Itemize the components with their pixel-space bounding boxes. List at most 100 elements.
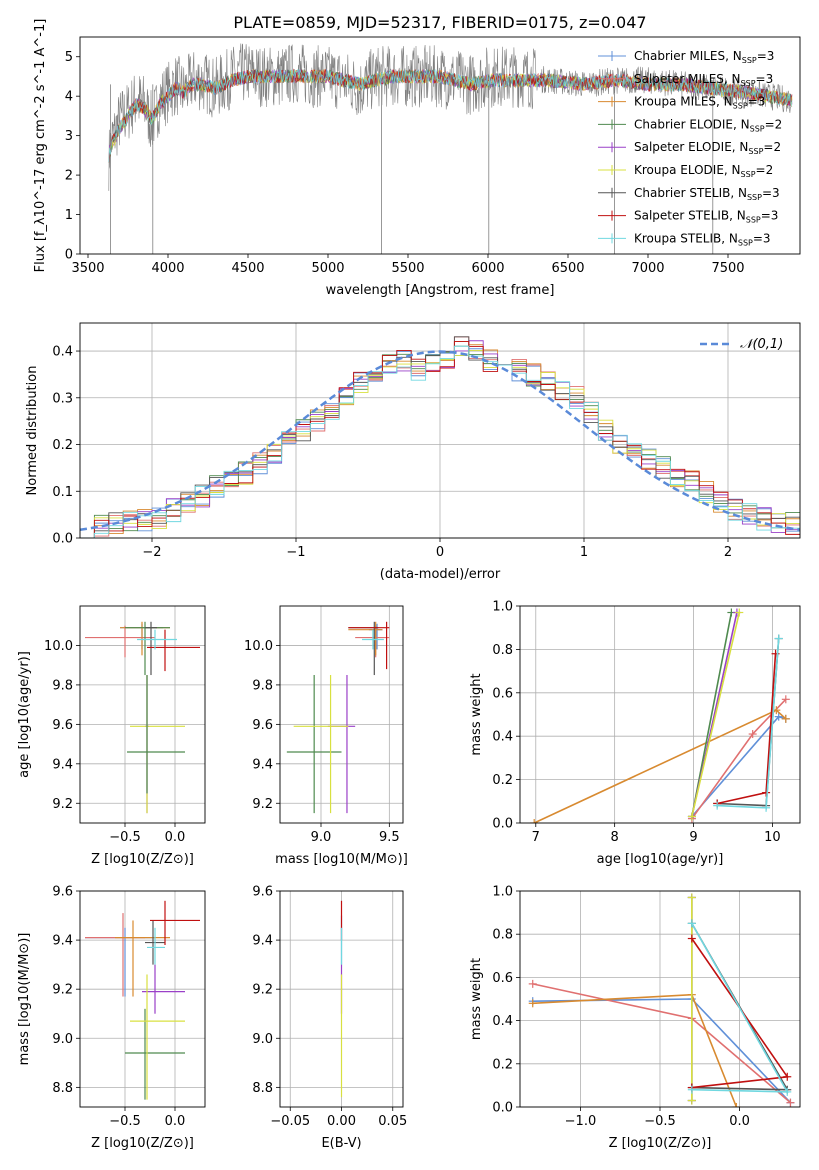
x-axis-label: mass [log10(M/M⊙)] — [275, 852, 408, 867]
axes-frame — [79, 36, 801, 255]
y-tick-label: 3 — [65, 129, 73, 144]
x-tick-label: 8 — [611, 830, 619, 845]
mass_vs_Z-panel: −0.5 0.0 8.8 9.0 9.2 9.4 9.6 Z [log10(Z/Z⊙)] mas… — [17, 885, 206, 1151]
residuals-marks — [80, 336, 800, 538]
spectrum-model-line — [108, 68, 793, 163]
x-tick-label: 1 — [580, 545, 588, 560]
legend-label: Chabrier ELODIE, NSSP=2 — [634, 117, 782, 133]
x-tick-label: 7 — [532, 830, 540, 845]
y-tick-label: 8.8 — [52, 1081, 73, 1096]
weight_vs_Z-panel: −1.0 −0.5 0.0 0.0 0.2 0.4 0.6 0.8 1.0 Z [log10(Z/… — [469, 885, 801, 1151]
y-tick-label: 0 — [65, 248, 73, 263]
y-tick-label: 9.2 — [252, 797, 273, 812]
x-tick-label: −2 — [142, 545, 161, 560]
x-tick-label: 5000 — [311, 261, 344, 276]
y-tick-label: 0.2 — [52, 438, 73, 453]
y-tick-label: 10.0 — [44, 639, 73, 654]
y-tick-label: 0.0 — [52, 532, 73, 547]
y-tick-label: 0.8 — [492, 643, 513, 658]
y-axis-label: mass [log10(M/M⊙)] — [17, 933, 32, 1066]
y-tick-label: 0.0 — [492, 1101, 513, 1116]
legend-label: Kroupa STELIB, NSSP=3 — [634, 231, 771, 247]
weight-series-line — [717, 653, 777, 805]
y-tick-label: 0.6 — [492, 686, 513, 701]
x-tick-label: 0 — [436, 545, 444, 560]
age_vs_mass-panel: 9.0 9.5 9.2 9.4 9.6 9.8 10.0 mass [log10(M/M⊙)] — [244, 605, 408, 867]
x-tick-label: 10 — [764, 830, 781, 845]
y-tick-label: 10.0 — [244, 639, 273, 654]
weight_vs_Z-marks — [528, 893, 795, 1107]
legend-label: Kroupa ELODIE, NSSP=2 — [634, 163, 773, 179]
x-tick-label: 6000 — [471, 261, 504, 276]
y-axis-label: age [log10(age/yr)] — [17, 651, 32, 778]
age_vs_Z-marks — [85, 621, 200, 814]
weight-series-line — [691, 612, 733, 817]
figure-title: PLATE=0859, MJD=52317, FIBERID=0175, z=0… — [233, 13, 646, 32]
axes-frame — [519, 890, 801, 1108]
axes-frame — [519, 605, 801, 824]
axes-frame — [79, 322, 801, 539]
y-tick-label: 9.6 — [252, 718, 273, 733]
spectrum-legend: Chabrier MILES, NSSP=3 Salpeter MILES, NS… — [598, 49, 782, 247]
legend-label: Salpeter ELODIE, NSSP=2 — [634, 140, 781, 156]
spectrum-marks — [108, 43, 793, 254]
weight-series-line — [691, 612, 741, 817]
y-tick-label: 9.6 — [52, 885, 73, 900]
y-tick-label: 0.2 — [492, 773, 513, 788]
y-axis-label: Flux [f_λ10^-17 erg cm^-2 s^-1 A^-1] — [33, 19, 48, 273]
y-tick-label: 9.2 — [252, 983, 273, 998]
x-tick-label: 0.05 — [378, 1114, 407, 1129]
x-tick-label: −0.5 — [109, 830, 141, 845]
x-axis-label: (data-model)/error — [380, 567, 501, 582]
y-tick-label: 0.6 — [492, 971, 513, 986]
gaussian-legend-label: 𝒩(0,1) — [740, 337, 783, 352]
x-tick-label: 5500 — [391, 261, 424, 276]
y-tick-label: 9.8 — [52, 678, 73, 693]
x-tick-label: 0.0 — [165, 830, 186, 845]
y-tick-label: 2 — [65, 169, 73, 184]
weight_vs_age-marks — [530, 608, 790, 823]
x-tick-label: 7500 — [711, 261, 744, 276]
x-axis-label: wavelength [Angstrom, rest frame] — [326, 283, 555, 298]
y-axis-label: mass weight — [469, 673, 484, 755]
x-tick-label: 4500 — [231, 261, 264, 276]
axes-frame — [79, 605, 206, 824]
x-tick-label: −0.5 — [644, 1114, 676, 1129]
y-tick-label: 8.8 — [252, 1081, 273, 1096]
y-tick-label: 0.8 — [492, 928, 513, 943]
y-tick-label: 9.6 — [52, 718, 73, 733]
x-axis-label: E(B-V) — [321, 1136, 361, 1151]
y-tick-label: 5 — [65, 50, 73, 65]
mass_vs_Z-marks — [85, 900, 200, 1100]
histogram-series — [80, 341, 800, 538]
x-tick-label: 9.0 — [311, 830, 332, 845]
y-tick-label: 0.4 — [492, 1014, 513, 1029]
x-axis-label: Z [log10(Z/Z⊙)] — [609, 1136, 712, 1151]
y-tick-label: 0.0 — [492, 817, 513, 832]
legend-label: Salpeter MILES, NSSP=3 — [634, 72, 773, 88]
y-tick-label: 0.1 — [52, 485, 73, 500]
plots-group: 3500 4000 4500 5000 5500 6000 6500 7000 7500 0 1 2 3… — [17, 19, 801, 1152]
y-tick-label: 9.2 — [52, 983, 73, 998]
y-tick-label: 0.4 — [492, 730, 513, 745]
x-tick-label: −1 — [286, 545, 305, 560]
x-axis-label: Z [log10(Z/Z⊙)] — [91, 852, 194, 867]
y-tick-label: 4 — [65, 90, 73, 105]
mass_vs_EBV-panel: −0.05 0.00 0.05 8.8 9.0 9.2 9.4 9.6 E(B-V) — [252, 885, 407, 1152]
x-axis-label: Z [log10(Z/Z⊙)] — [91, 1136, 194, 1151]
weight-series-line — [533, 709, 787, 823]
y-tick-label: 1.0 — [492, 885, 513, 900]
legend-label: Salpeter STELIB, NSSP=3 — [634, 209, 778, 225]
weight-series-line — [532, 998, 792, 1104]
x-tick-label: −1.0 — [565, 1114, 597, 1129]
y-tick-label: 9.2 — [52, 797, 73, 812]
axes-frame — [79, 890, 206, 1108]
y-tick-label: 1 — [65, 208, 73, 223]
y-tick-label: 9.4 — [52, 757, 73, 772]
x-axis-label: age [log10(age/yr)] — [597, 852, 724, 867]
y-tick-label: 0.4 — [52, 345, 73, 360]
x-tick-label: 0.0 — [729, 1114, 750, 1129]
gaussian-curve — [80, 350, 800, 532]
histogram-series — [80, 336, 800, 538]
